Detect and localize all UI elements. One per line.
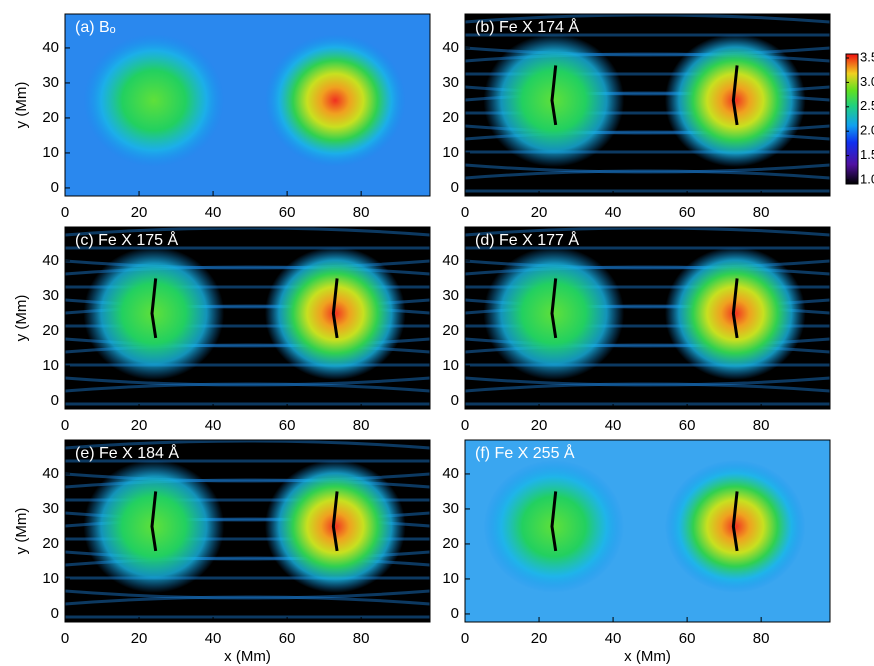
x-tick-label: 40 <box>605 630 622 647</box>
y-tick-label: 40 <box>442 465 459 482</box>
blob <box>84 460 225 593</box>
x-tick-label: 0 <box>461 630 469 647</box>
image <box>465 440 830 622</box>
panel-title: (d) Fe X 177 Å <box>475 230 579 249</box>
y-tick-label: 10 <box>42 144 59 161</box>
blob <box>84 247 225 380</box>
y-tick-label: 30 <box>42 74 59 91</box>
x-tick-label: 40 <box>205 417 222 434</box>
y-tick-label: 30 <box>442 74 459 91</box>
x-tick-label: 60 <box>279 417 296 434</box>
y-tick-label: 40 <box>42 465 59 482</box>
y-tick-label: 20 <box>42 535 59 552</box>
y-tick-label: 0 <box>51 392 59 409</box>
panel-title: (c) Fe X 175 Å <box>75 230 178 249</box>
panel-title: (b) Fe X 174 Å <box>475 17 579 36</box>
image <box>465 14 830 196</box>
colorbar-tick-label: 2.0 <box>860 123 874 138</box>
x-tick-label: 0 <box>461 204 469 221</box>
blob <box>265 34 406 167</box>
y-tick-label: 30 <box>42 500 59 517</box>
y-tick-label: 0 <box>51 179 59 196</box>
y-tick-label: 0 <box>451 605 459 622</box>
y-tick-label: 20 <box>442 109 459 126</box>
y-tick-label: 30 <box>442 287 459 304</box>
figure: (a) Bₒ 0 20 40 60 80 0 10 20 30 40 y (Mm) (b) Fe X 1… <box>0 0 874 666</box>
x-tick-label: 60 <box>679 630 696 647</box>
y-tick-label: 20 <box>442 535 459 552</box>
y-tick-label: 40 <box>42 39 59 56</box>
y-tick-label: 10 <box>442 570 459 587</box>
x-tick-label: 60 <box>279 630 296 647</box>
image <box>65 227 430 409</box>
colorbar-tick-label: 2.5 <box>860 98 874 113</box>
blob <box>84 34 225 167</box>
x-tick-label: 60 <box>679 204 696 221</box>
x-tick-label: 60 <box>279 204 296 221</box>
colorbar-tick-label: 3.0 <box>860 74 874 89</box>
x-tick-label: 80 <box>753 204 770 221</box>
image <box>65 440 430 622</box>
x-tick-label: 20 <box>531 417 548 434</box>
y-tick-label: 0 <box>451 392 459 409</box>
x-tick-label: 80 <box>753 417 770 434</box>
colorbar-tick-label: 1.5 <box>860 147 874 162</box>
x-tick-label: 40 <box>205 204 222 221</box>
x-tick-label: 20 <box>131 204 148 221</box>
y-tick-label: 10 <box>42 357 59 374</box>
image <box>465 227 830 409</box>
y-axis-label: y (Mm) <box>13 295 30 342</box>
x-tick-label: 0 <box>461 417 469 434</box>
y-axis-label: y (Mm) <box>13 508 30 555</box>
colorbar <box>846 54 858 184</box>
x-axis-label: x (Mm) <box>224 648 271 665</box>
y-tick-label: 20 <box>42 322 59 339</box>
colorbar-tick-label: 1.0 <box>860 171 874 186</box>
x-tick-label: 20 <box>131 630 148 647</box>
x-tick-label: 40 <box>605 204 622 221</box>
y-tick-label: 40 <box>42 252 59 269</box>
blob <box>665 460 806 593</box>
y-tick-label: 30 <box>442 500 459 517</box>
x-tick-label: 0 <box>61 204 69 221</box>
y-tick-label: 40 <box>442 252 459 269</box>
y-tick-label: 30 <box>42 287 59 304</box>
y-tick-label: 0 <box>51 605 59 622</box>
y-tick-label: 10 <box>442 357 459 374</box>
x-axis-label: x (Mm) <box>624 648 671 665</box>
panel-title: (f) Fe X 255 Å <box>475 443 575 462</box>
blob <box>265 460 406 593</box>
blob <box>665 247 806 380</box>
x-tick-label: 80 <box>353 204 370 221</box>
panel-title: (e) Fe X 184 Å <box>75 443 179 462</box>
y-tick-label: 20 <box>42 109 59 126</box>
x-tick-label: 20 <box>531 630 548 647</box>
x-tick-label: 60 <box>679 417 696 434</box>
x-tick-label: 80 <box>353 630 370 647</box>
blob <box>265 247 406 380</box>
y-tick-label: 10 <box>442 144 459 161</box>
y-tick-label: 40 <box>442 39 459 56</box>
y-tick-label: 10 <box>42 570 59 587</box>
x-tick-label: 40 <box>205 630 222 647</box>
x-tick-label: 20 <box>131 417 148 434</box>
blob <box>484 34 625 167</box>
y-axis-label: y (Mm) <box>13 82 30 129</box>
panel-title: (a) Bₒ <box>75 19 116 36</box>
x-tick-label: 0 <box>61 417 69 434</box>
y-tick-label: 0 <box>451 179 459 196</box>
colorbar-tick-label: 3.5 <box>860 49 874 64</box>
blob <box>665 34 806 167</box>
x-tick-label: 0 <box>61 630 69 647</box>
x-tick-label: 20 <box>531 204 548 221</box>
x-tick-label: 80 <box>353 417 370 434</box>
x-tick-label: 80 <box>753 630 770 647</box>
blob <box>484 247 625 380</box>
blob <box>484 460 625 593</box>
x-tick-label: 40 <box>605 417 622 434</box>
y-tick-label: 20 <box>442 322 459 339</box>
image <box>65 14 430 196</box>
